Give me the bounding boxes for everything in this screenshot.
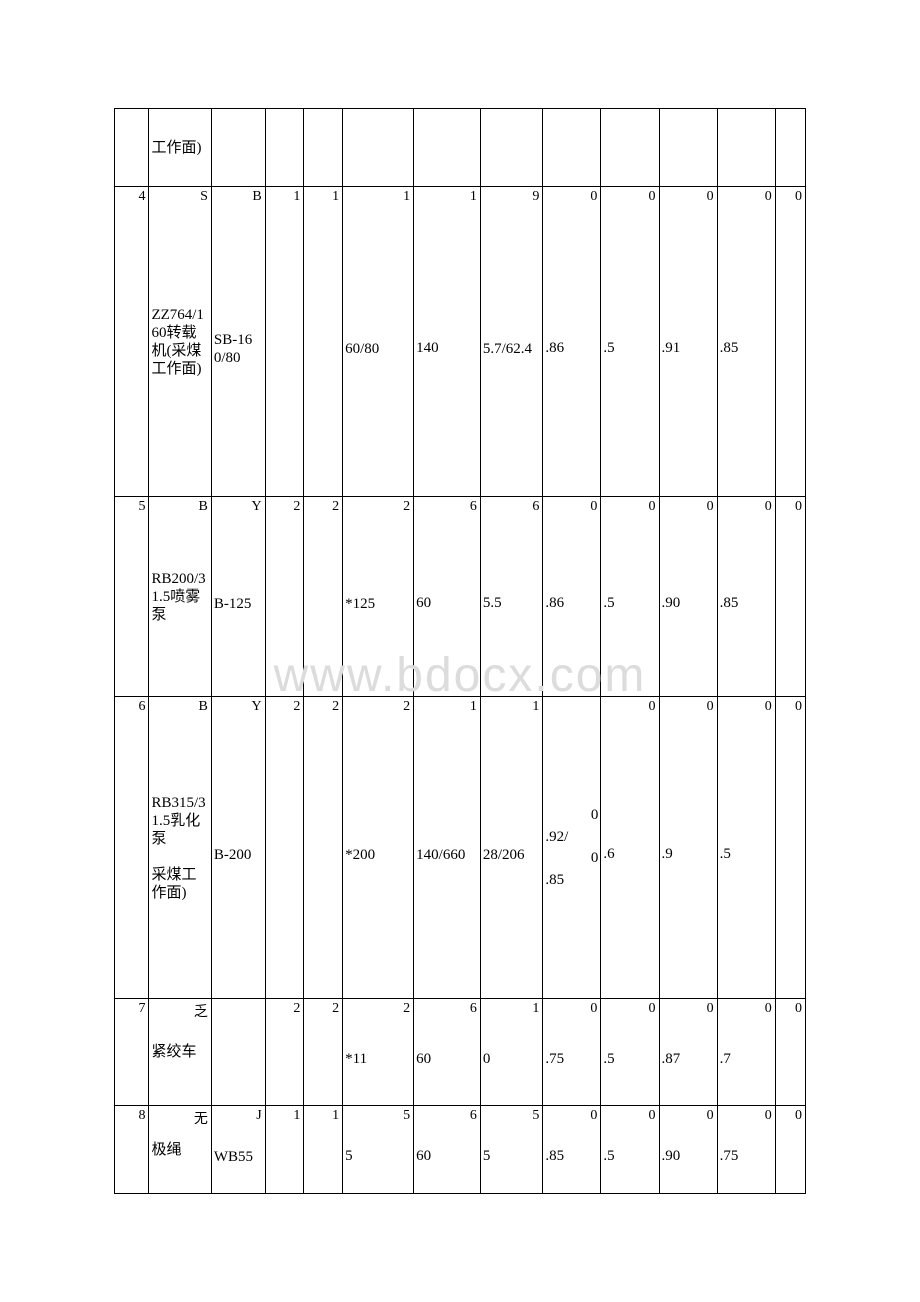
cell: 0.90 [659, 1106, 717, 1194]
cell: BSB-160/80 [211, 187, 265, 497]
cell: 2 [304, 497, 343, 697]
cell: 2 [304, 697, 343, 999]
cell: 0.6 [601, 697, 659, 999]
cell [304, 109, 343, 187]
cell: 0.5 [601, 999, 659, 1106]
cell: 1 [265, 187, 304, 497]
cell: 2 [265, 999, 304, 1106]
cell: BRB200/31.5喷雾泵 [149, 497, 211, 697]
cell [775, 109, 805, 187]
cell: 0 [775, 999, 805, 1106]
cell: 65.5 [480, 497, 542, 697]
cell: 55 [343, 1106, 414, 1194]
table-row: 6 BRB315/31.5乳化泵采煤工作面) YB-200 2 2 2*200 … [115, 697, 806, 999]
cell: 0.90 [659, 497, 717, 697]
cell [543, 109, 601, 187]
cell [265, 109, 304, 187]
cell: 128/206 [480, 697, 542, 999]
cell: 0.5 [601, 497, 659, 697]
cell: 5 [115, 497, 149, 697]
cell: 55 [480, 1106, 542, 1194]
cell: 4 [115, 187, 149, 497]
cell: 0.85 [543, 1106, 601, 1194]
cell: 2*200 [343, 697, 414, 999]
cell: YB-125 [211, 497, 265, 697]
cell: 0.87 [659, 999, 717, 1106]
data-table: 工作面) 4 SZZ764/160转载机(采煤工作面) BSB-160/80 1… [114, 108, 806, 1194]
cell [659, 109, 717, 187]
cell: 660 [414, 1106, 481, 1194]
cell: 160/80 [343, 187, 414, 497]
cell [414, 109, 481, 187]
cell: 95.7/62.4 [480, 187, 542, 497]
cell: 0.85 [717, 497, 775, 697]
cell: 0.75 [543, 999, 601, 1106]
cell: 660 [414, 497, 481, 697]
cell: 10 [480, 999, 542, 1106]
cell: SZZ764/160转载机(采煤工作面) [149, 187, 211, 497]
table-row: 5 BRB200/31.5喷雾泵 YB-125 2 2 2*125 660 65… [115, 497, 806, 697]
cell: 8 [115, 1106, 149, 1194]
cell: JWB55 [211, 1106, 265, 1194]
cell: 0.91 [659, 187, 717, 497]
cell: 无极绳 [149, 1106, 211, 1194]
cell: 工作面) [149, 109, 211, 187]
cell [211, 999, 265, 1106]
cell: 1 [304, 1106, 343, 1194]
cell: 660 [414, 999, 481, 1106]
cell [480, 109, 542, 187]
cell: 0 [775, 1106, 805, 1194]
cell [343, 109, 414, 187]
cell: 0.7 [717, 999, 775, 1106]
cell: 0.75 [717, 1106, 775, 1194]
table-row: 7 乏紧绞车 2 2 2*11 660 10 0.75 0.5 0.87 0.7… [115, 999, 806, 1106]
cell: 6 [115, 697, 149, 999]
table-row: 工作面) [115, 109, 806, 187]
cell: 2 [265, 697, 304, 999]
cell: 1 [304, 187, 343, 497]
cell: 0.5 [601, 187, 659, 497]
cell: 7 [115, 999, 149, 1106]
cell: 1140/660 [414, 697, 481, 999]
cell [601, 109, 659, 187]
table-row: 4 SZZ764/160转载机(采煤工作面) BSB-160/80 1 1 16… [115, 187, 806, 497]
cell [211, 109, 265, 187]
cell: 0 .92/ 0 .85 [543, 697, 601, 999]
cell: 0 [775, 697, 805, 999]
cell: 1140 [414, 187, 481, 497]
cell: 0.5 [717, 697, 775, 999]
cell: BRB315/31.5乳化泵采煤工作面) [149, 697, 211, 999]
cell [717, 109, 775, 187]
cell: 2 [304, 999, 343, 1106]
cell: 2 [265, 497, 304, 697]
cell: 0.85 [717, 187, 775, 497]
cell: 0 [775, 187, 805, 497]
table-row: 8 无极绳 JWB55 1 1 55 660 55 0.85 0.5 0.90 … [115, 1106, 806, 1194]
cell: 0.9 [659, 697, 717, 999]
cell [115, 109, 149, 187]
cell: 0.86 [543, 187, 601, 497]
cell: 0 [775, 497, 805, 697]
cell: 0.5 [601, 1106, 659, 1194]
cell: 0.86 [543, 497, 601, 697]
cell: 2*125 [343, 497, 414, 697]
cell: 乏紧绞车 [149, 999, 211, 1106]
cell: 1 [265, 1106, 304, 1194]
cell: 2*11 [343, 999, 414, 1106]
cell: YB-200 [211, 697, 265, 999]
